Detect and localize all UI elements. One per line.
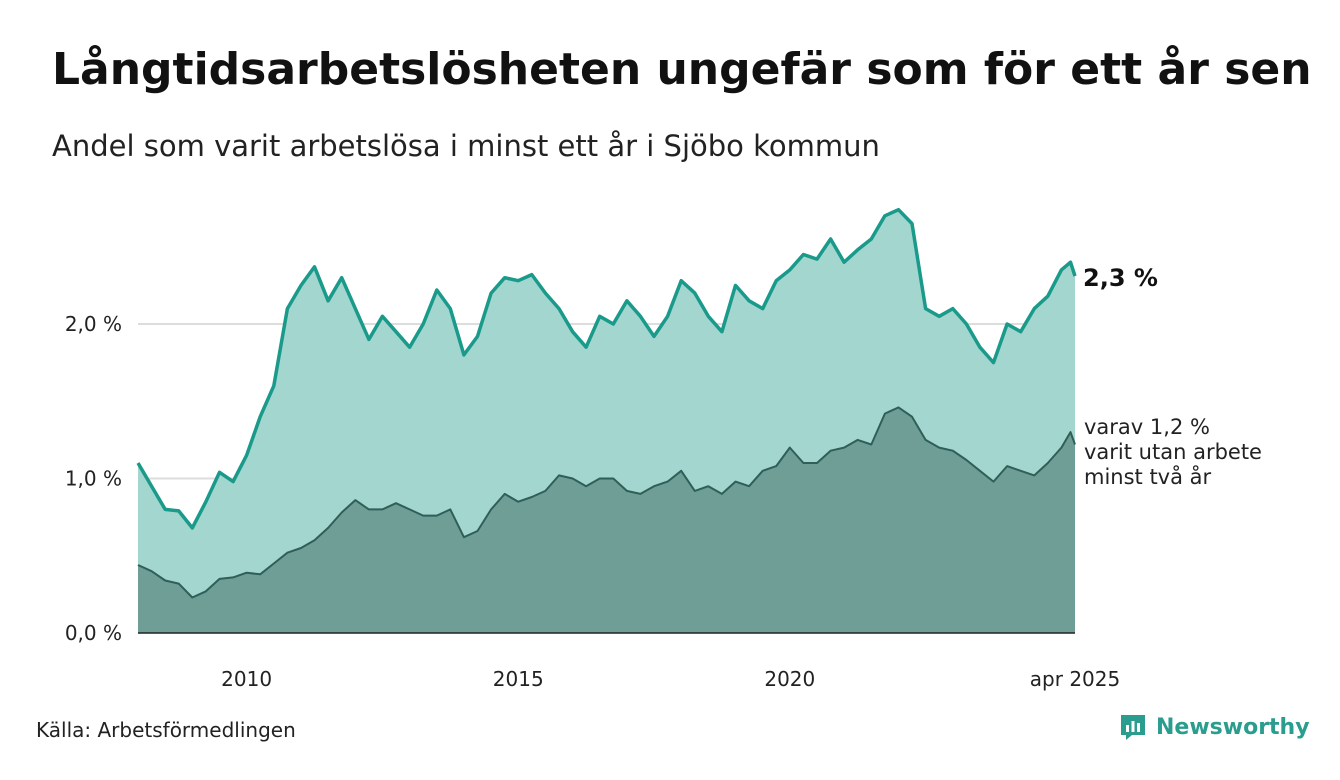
sub-series-label-line: minst två år: [1084, 464, 1212, 489]
chart-title: Långtidsarbetslösheten ungefär som för e…: [52, 44, 1312, 95]
newsworthy-icon: [1121, 715, 1145, 740]
brand-name: Newsworthy: [1156, 714, 1310, 740]
x-tick-label: 2015: [493, 667, 544, 691]
source-note: Källa: Arbetsförmedlingen: [36, 718, 296, 742]
brand-logo[interactable]: Newsworthy: [1118, 712, 1310, 742]
x-tick-label: apr 2025: [1030, 667, 1120, 691]
y-tick-label: 0,0 %: [65, 621, 122, 645]
total-series-line: [136, 207, 1077, 530]
chart-subtitle: Andel som varit arbetslösa i minst ett å…: [52, 129, 880, 163]
y-tick-label: 2,0 %: [65, 312, 122, 336]
sub-series-line: [137, 406, 1076, 599]
y-tick-label: 1,0 %: [65, 467, 122, 491]
y-axis-ticks: 0,0 % 1,0 % 2,0 %: [65, 312, 122, 645]
sub-series-label-line: varit utan arbete: [1084, 440, 1262, 464]
x-tick-label: 2020: [764, 667, 815, 691]
sub-series-label-line: varav 1,2 %: [1084, 415, 1210, 439]
end-value-label: 2,3 %: [1083, 264, 1158, 292]
x-axis-ticks: 2010 2015 2020 apr 2025: [221, 667, 1120, 691]
sub-series-area: [138, 407, 1075, 633]
x-tick-label: 2010: [221, 667, 272, 691]
